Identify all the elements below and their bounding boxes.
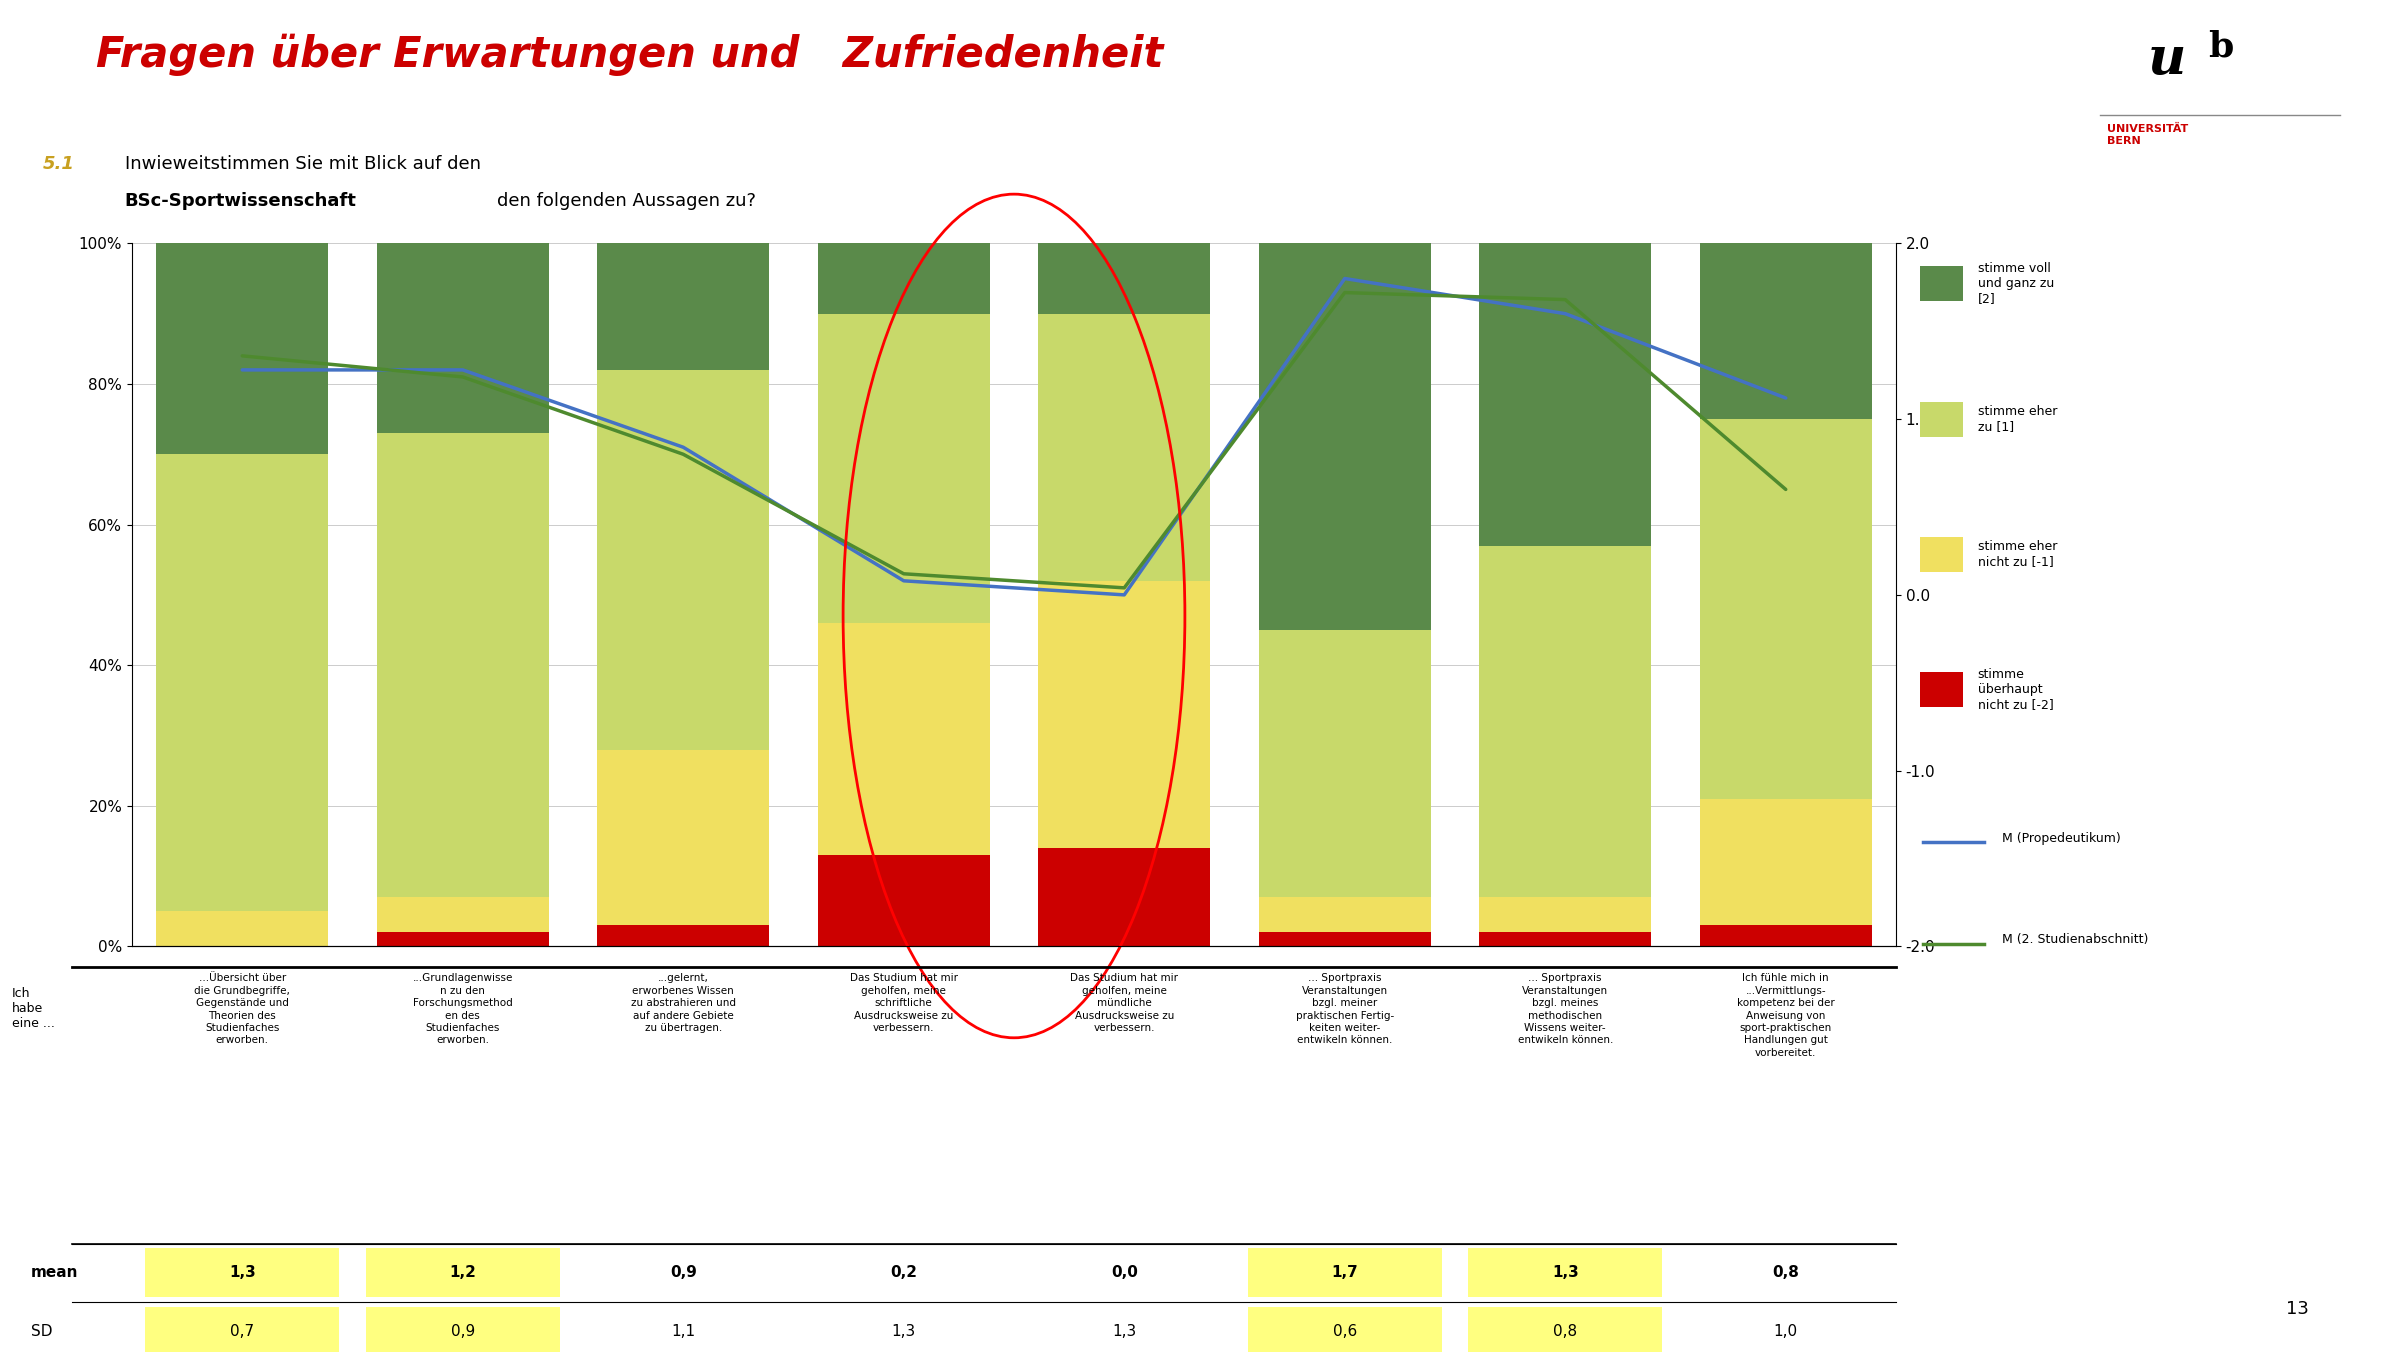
Text: Inwieweitstimmen Sie mit Blick auf den: Inwieweitstimmen Sie mit Blick auf den	[125, 155, 480, 173]
Text: BSc-Sportwissenschaft: BSc-Sportwissenschaft	[125, 192, 358, 210]
Bar	[598, 925, 770, 946]
Text: 0,2: 0,2	[890, 1265, 917, 1280]
Text: UNIVERSITÄT
BERN: UNIVERSITÄT BERN	[2107, 124, 2189, 146]
Text: 1,2: 1,2	[449, 1265, 475, 1280]
Bar	[818, 854, 989, 946]
Text: mean: mean	[31, 1265, 79, 1280]
Text: 1,3: 1,3	[228, 1265, 257, 1280]
Bar	[1039, 581, 1210, 848]
Text: b: b	[2208, 30, 2234, 64]
Text: M (2. Studienabschnitt): M (2. Studienabschnitt)	[2002, 933, 2148, 946]
Text: 13: 13	[2285, 1301, 2309, 1318]
Bar	[156, 911, 329, 946]
Bar	[1699, 925, 1872, 946]
Bar	[818, 623, 989, 854]
Bar	[1478, 933, 1651, 946]
Text: 0,9: 0,9	[670, 1265, 696, 1280]
Bar	[1258, 898, 1430, 933]
Text: Fragen über Erwartungen und   Zufriedenheit: Fragen über Erwartungen und Zufriedenhei…	[96, 34, 1164, 76]
Bar	[598, 243, 770, 370]
Bar	[377, 243, 550, 433]
Bar	[1478, 898, 1651, 933]
Text: Ich fühle mich in
...Vermittlungs-
kompetenz bei der
Anweisung von
sport-praktis: Ich fühle mich in ...Vermittlungs- kompe…	[1738, 973, 1834, 1057]
Text: 5.1: 5.1	[43, 155, 74, 173]
Text: ... Sportpraxis
Veranstaltungen
bzgl. meines
methodischen
Wissens weiter-
entwik: ... Sportpraxis Veranstaltungen bzgl. me…	[1517, 973, 1613, 1045]
Bar	[818, 314, 989, 623]
Text: Das Studium hat mir
geholfen, meine
mündliche
Ausdrucksweise zu
verbessern.: Das Studium hat mir geholfen, meine münd…	[1070, 973, 1178, 1033]
Text: 0,9: 0,9	[451, 1324, 475, 1338]
Text: stimme eher
nicht zu [-1]: stimme eher nicht zu [-1]	[1978, 541, 2057, 568]
Bar	[156, 454, 329, 911]
Text: den folgenden Aussagen zu?: den folgenden Aussagen zu?	[497, 192, 756, 210]
Bar	[1039, 243, 1210, 314]
Bar	[598, 370, 770, 749]
Bar	[377, 933, 550, 946]
Text: ...gelernt,
erworbenes Wissen
zu abstrahieren und
auf andere Gebiete
zu übertrag: ...gelernt, erworbenes Wissen zu abstrah…	[631, 973, 737, 1033]
Bar	[1258, 933, 1430, 946]
Text: 1,3: 1,3	[893, 1324, 917, 1338]
Text: 0,6: 0,6	[1332, 1324, 1356, 1338]
Bar	[1699, 799, 1872, 925]
Text: 0,8: 0,8	[1771, 1265, 1800, 1280]
Bar	[1258, 630, 1430, 898]
Bar	[1478, 546, 1651, 898]
Text: 0,0: 0,0	[1111, 1265, 1138, 1280]
Bar	[1258, 243, 1430, 630]
Bar	[1699, 243, 1872, 419]
Text: ...Übersicht über
die Grundbegriffe,
Gegenstände und
Theorien des
Studienfaches
: ...Übersicht über die Grundbegriffe, Geg…	[194, 973, 290, 1045]
Text: 1,3: 1,3	[1553, 1265, 1579, 1280]
Text: M (Propedeutikum): M (Propedeutikum)	[2002, 831, 2119, 845]
Text: 1,3: 1,3	[1111, 1324, 1135, 1338]
Bar	[818, 243, 989, 314]
Text: ... Sportpraxis
Veranstaltungen
bzgl. meiner
praktischen Fertig-
keiten weiter-
: ... Sportpraxis Veranstaltungen bzgl. me…	[1296, 973, 1394, 1045]
Bar	[1699, 419, 1872, 799]
Text: 1,1: 1,1	[672, 1324, 696, 1338]
Text: ...Grundlagenwisse
n zu den
Forschungsmethod
en des
Studienfaches
erworben.: ...Grundlagenwisse n zu den Forschungsme…	[413, 973, 514, 1045]
Text: 0,7: 0,7	[230, 1324, 254, 1338]
Text: Das Studium hat mir
geholfen, meine
schriftliche
Ausdrucksweise zu
verbessern.: Das Studium hat mir geholfen, meine schr…	[850, 973, 958, 1033]
Bar	[377, 898, 550, 933]
Bar	[1039, 314, 1210, 581]
Text: u: u	[2148, 34, 2186, 85]
Text: 1,7: 1,7	[1332, 1265, 1358, 1280]
Text: 1,0: 1,0	[1774, 1324, 1798, 1338]
Text: stimme voll
und ganz zu
[2]: stimme voll und ganz zu [2]	[1978, 262, 2054, 306]
Bar	[598, 749, 770, 925]
Text: Ich
habe
eine ...: Ich habe eine ...	[12, 987, 55, 1030]
Bar	[377, 433, 550, 898]
Text: 0,8: 0,8	[1553, 1324, 1577, 1338]
Text: SD: SD	[31, 1324, 53, 1338]
Text: stimme eher
zu [1]: stimme eher zu [1]	[1978, 406, 2057, 433]
Bar	[1478, 243, 1651, 546]
Bar	[156, 243, 329, 454]
Bar	[1039, 848, 1210, 946]
Text: stimme
überhaupt
nicht zu [-2]: stimme überhaupt nicht zu [-2]	[1978, 668, 2054, 711]
